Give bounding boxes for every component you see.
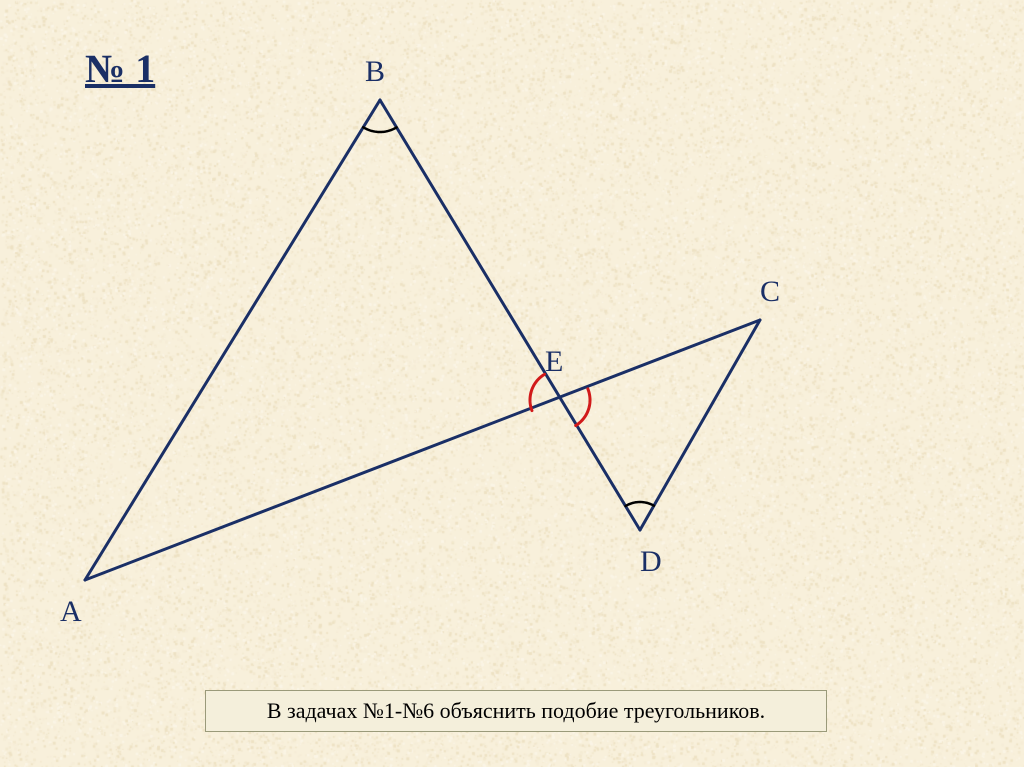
segment [85, 100, 380, 580]
point-label-D: D [640, 545, 662, 579]
point-label-B: B [365, 55, 385, 89]
angle-arc [626, 502, 654, 506]
point-label-E: E [545, 345, 563, 379]
segment [640, 320, 760, 530]
geometry-diagram [0, 0, 1024, 767]
angle-arc [363, 127, 396, 132]
point-label-C: C [760, 275, 780, 309]
task-caption-box: В задачах №1-№6 объяснить подобие треуго… [205, 690, 827, 732]
task-caption-text: В задачах №1-№6 объяснить подобие треуго… [267, 698, 765, 724]
slide-canvas: № 1 ABCDE В задачах №1-№6 объяснить подо… [0, 0, 1024, 767]
angle-arc [576, 389, 590, 426]
segment [85, 320, 760, 580]
segment [380, 100, 640, 530]
point-label-A: A [60, 595, 82, 629]
